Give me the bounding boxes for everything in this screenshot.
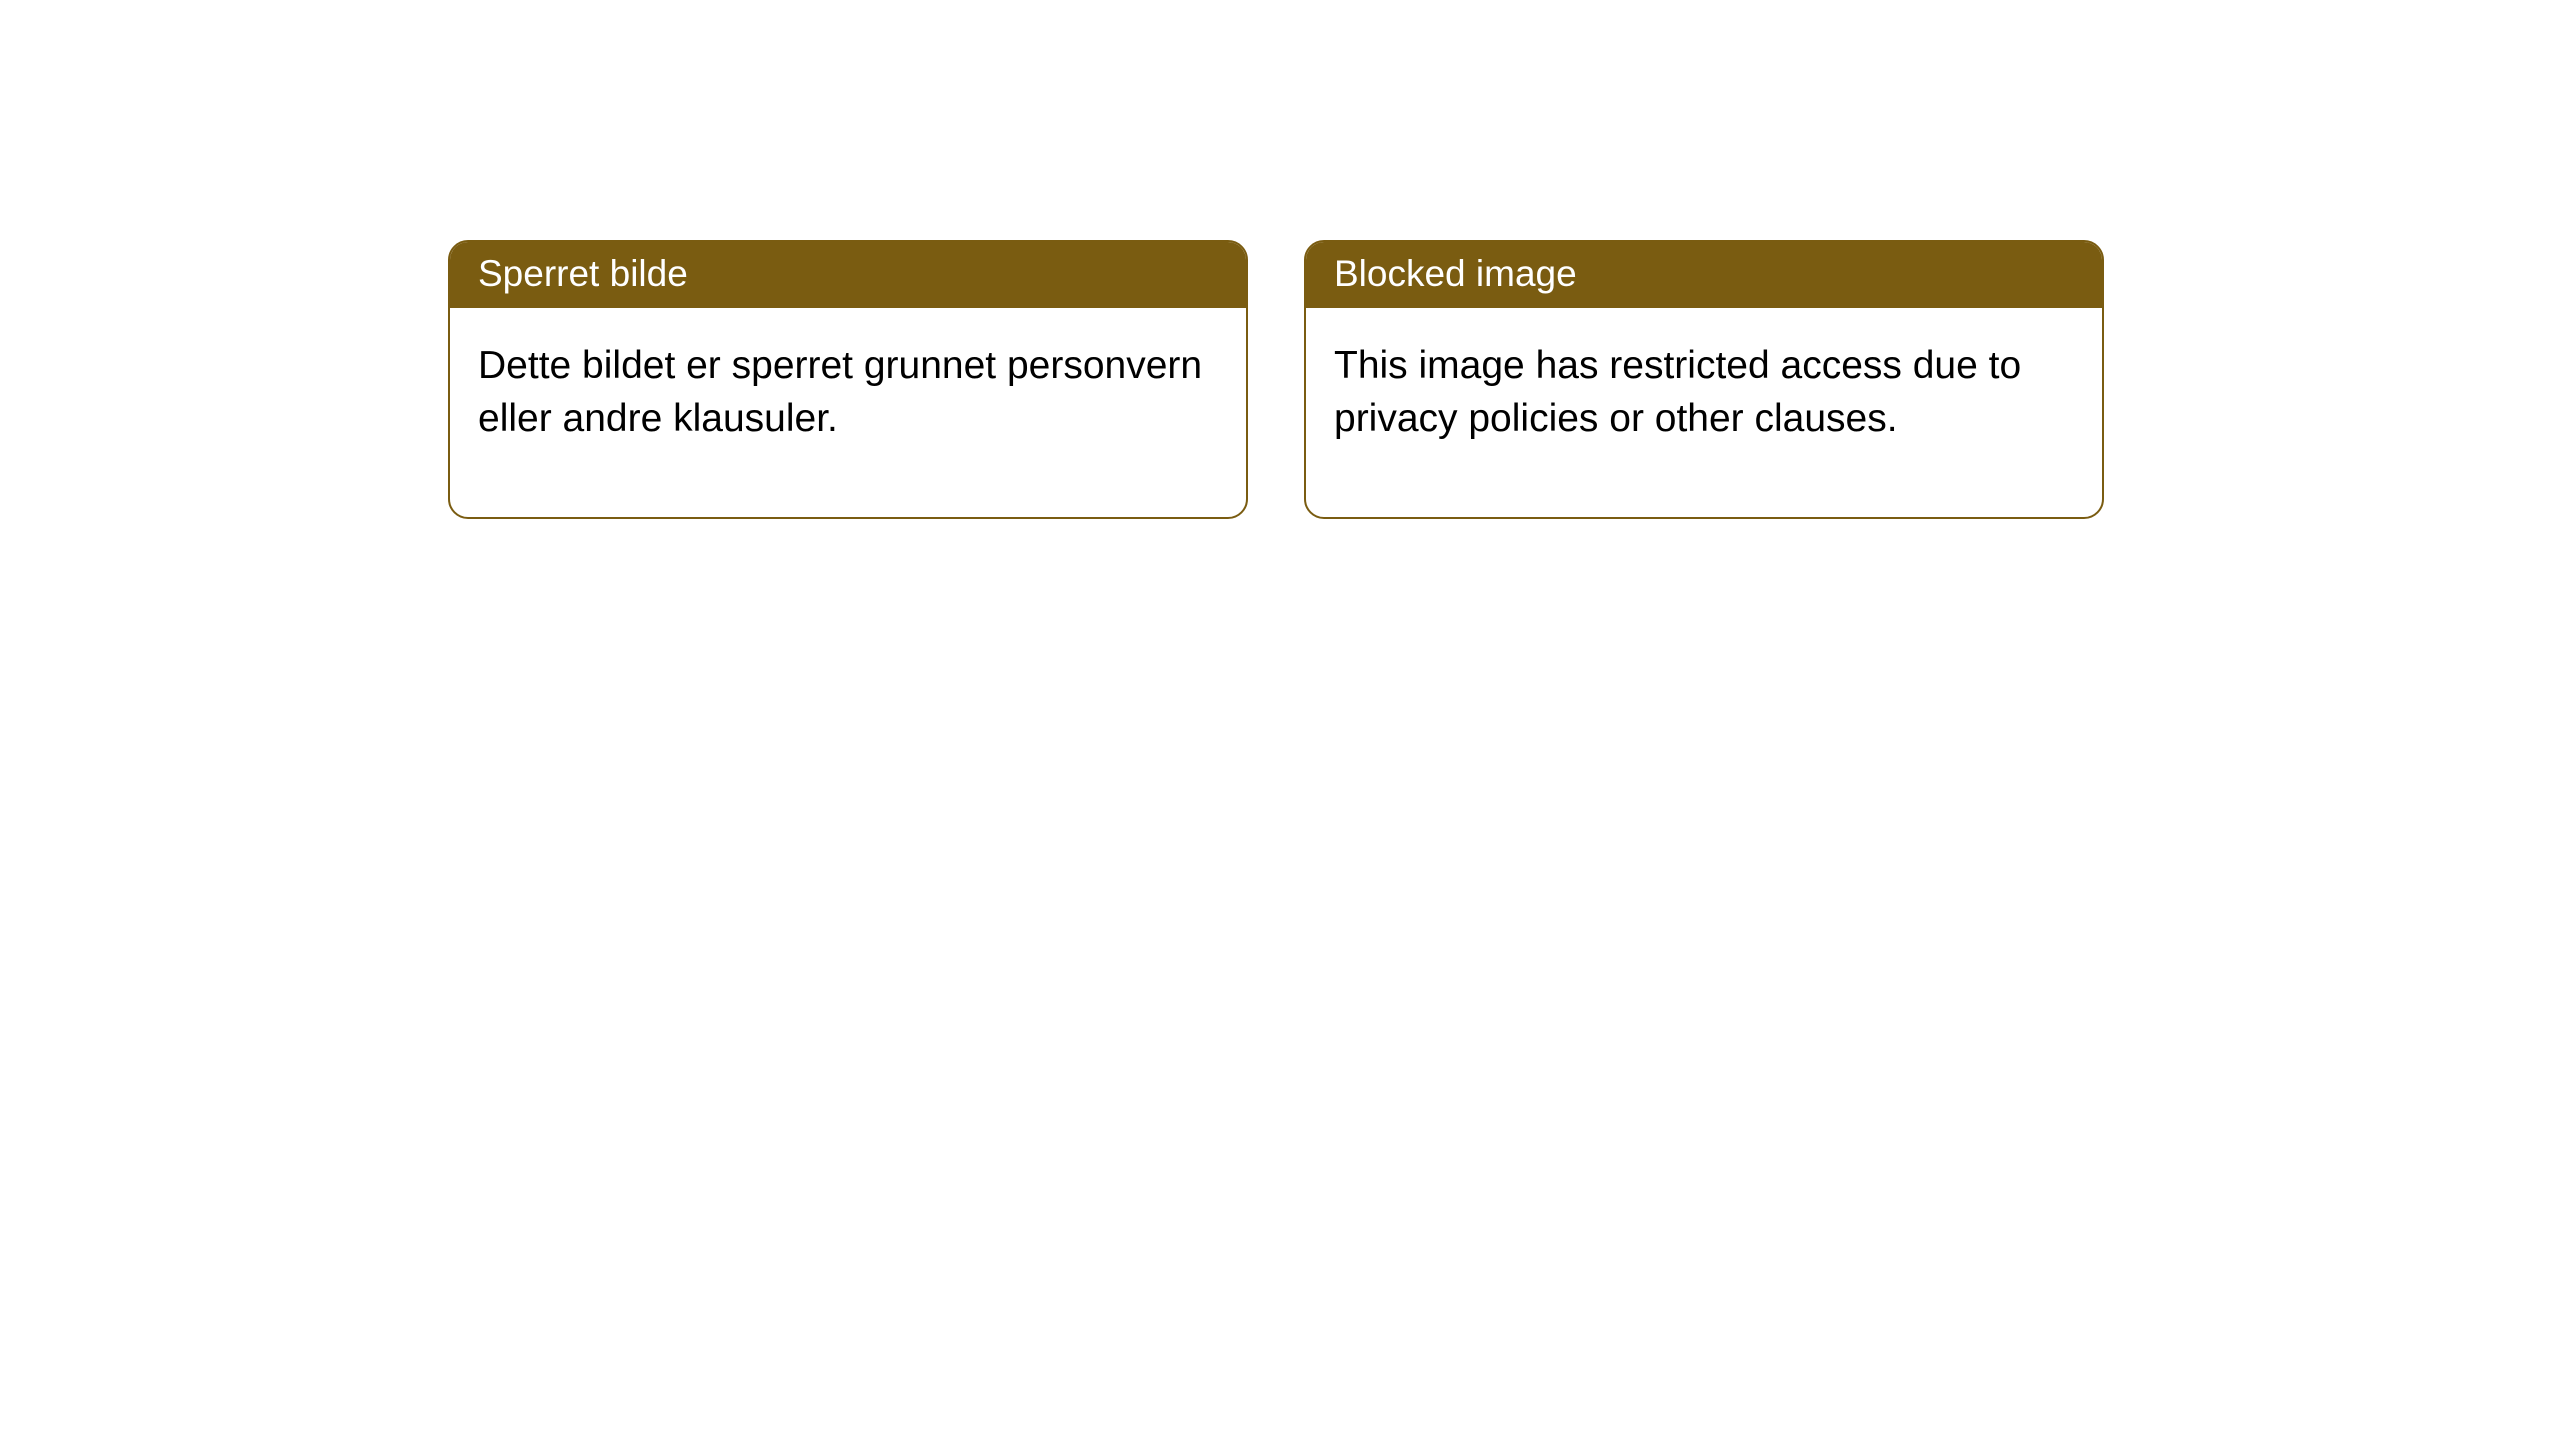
notice-container: Sperret bilde Dette bildet er sperret gr… [448,240,2104,519]
notice-card-no: Sperret bilde Dette bildet er sperret gr… [448,240,1248,519]
notice-header-no: Sperret bilde [450,242,1246,308]
notice-body-no: Dette bildet er sperret grunnet personve… [450,308,1246,517]
notice-body-en: This image has restricted access due to … [1306,308,2102,517]
notice-header-en: Blocked image [1306,242,2102,308]
notice-card-en: Blocked image This image has restricted … [1304,240,2104,519]
